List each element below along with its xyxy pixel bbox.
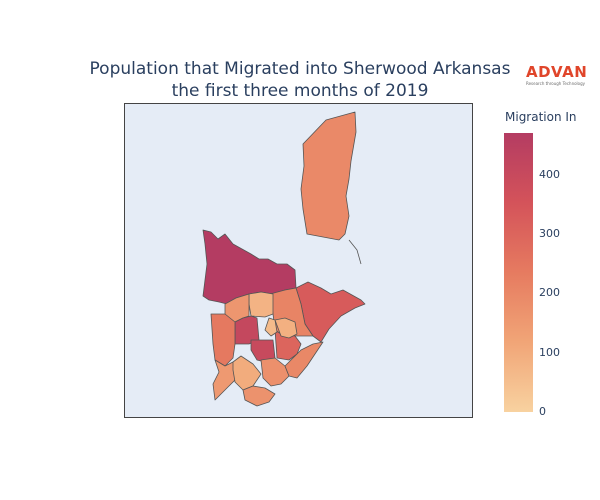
region-south-tract-2[interactable] <box>260 357 290 387</box>
region-south-light-tract[interactable] <box>274 317 298 339</box>
region-south-tract-1[interactable] <box>232 355 262 391</box>
colorbar-tick-0: 0 <box>539 405 546 418</box>
chart-title: Population that Migrated into Sherwood A… <box>0 58 600 102</box>
region-small-tract[interactable] <box>264 317 278 337</box>
region-south-tract-3[interactable] <box>242 385 276 407</box>
colorbar-tick-300: 300 <box>539 226 560 240</box>
colorbar-tick-100: 100 <box>539 345 560 359</box>
map-area <box>124 103 473 418</box>
region-central-dark-tract-1[interactable] <box>234 315 260 345</box>
region-southwest-tract[interactable] <box>212 359 240 401</box>
colorbar-tick-400: 400 <box>539 167 560 181</box>
region-outline-tail <box>348 239 362 265</box>
logo-tagline: Research through Technology <box>526 81 586 86</box>
region-north-tract[interactable] <box>300 111 357 241</box>
chart-title-line-2: the first three months of 2019 <box>171 81 429 101</box>
advan-logo: ADVAN Research through Technology <box>526 64 596 86</box>
logo-wordmark: ADVAN <box>526 63 588 81</box>
chart-title-line-1: Population that Migrated into Sherwood A… <box>89 59 511 79</box>
colorbar <box>504 133 533 412</box>
colorbar-title: Migration In <box>505 110 577 124</box>
colorbar-tick-200: 200 <box>539 286 560 300</box>
region-central-light-tract[interactable] <box>248 291 274 318</box>
region-west-tract[interactable] <box>210 313 236 367</box>
choropleth-map <box>202 111 366 407</box>
region-southeast-tract[interactable] <box>284 341 324 379</box>
